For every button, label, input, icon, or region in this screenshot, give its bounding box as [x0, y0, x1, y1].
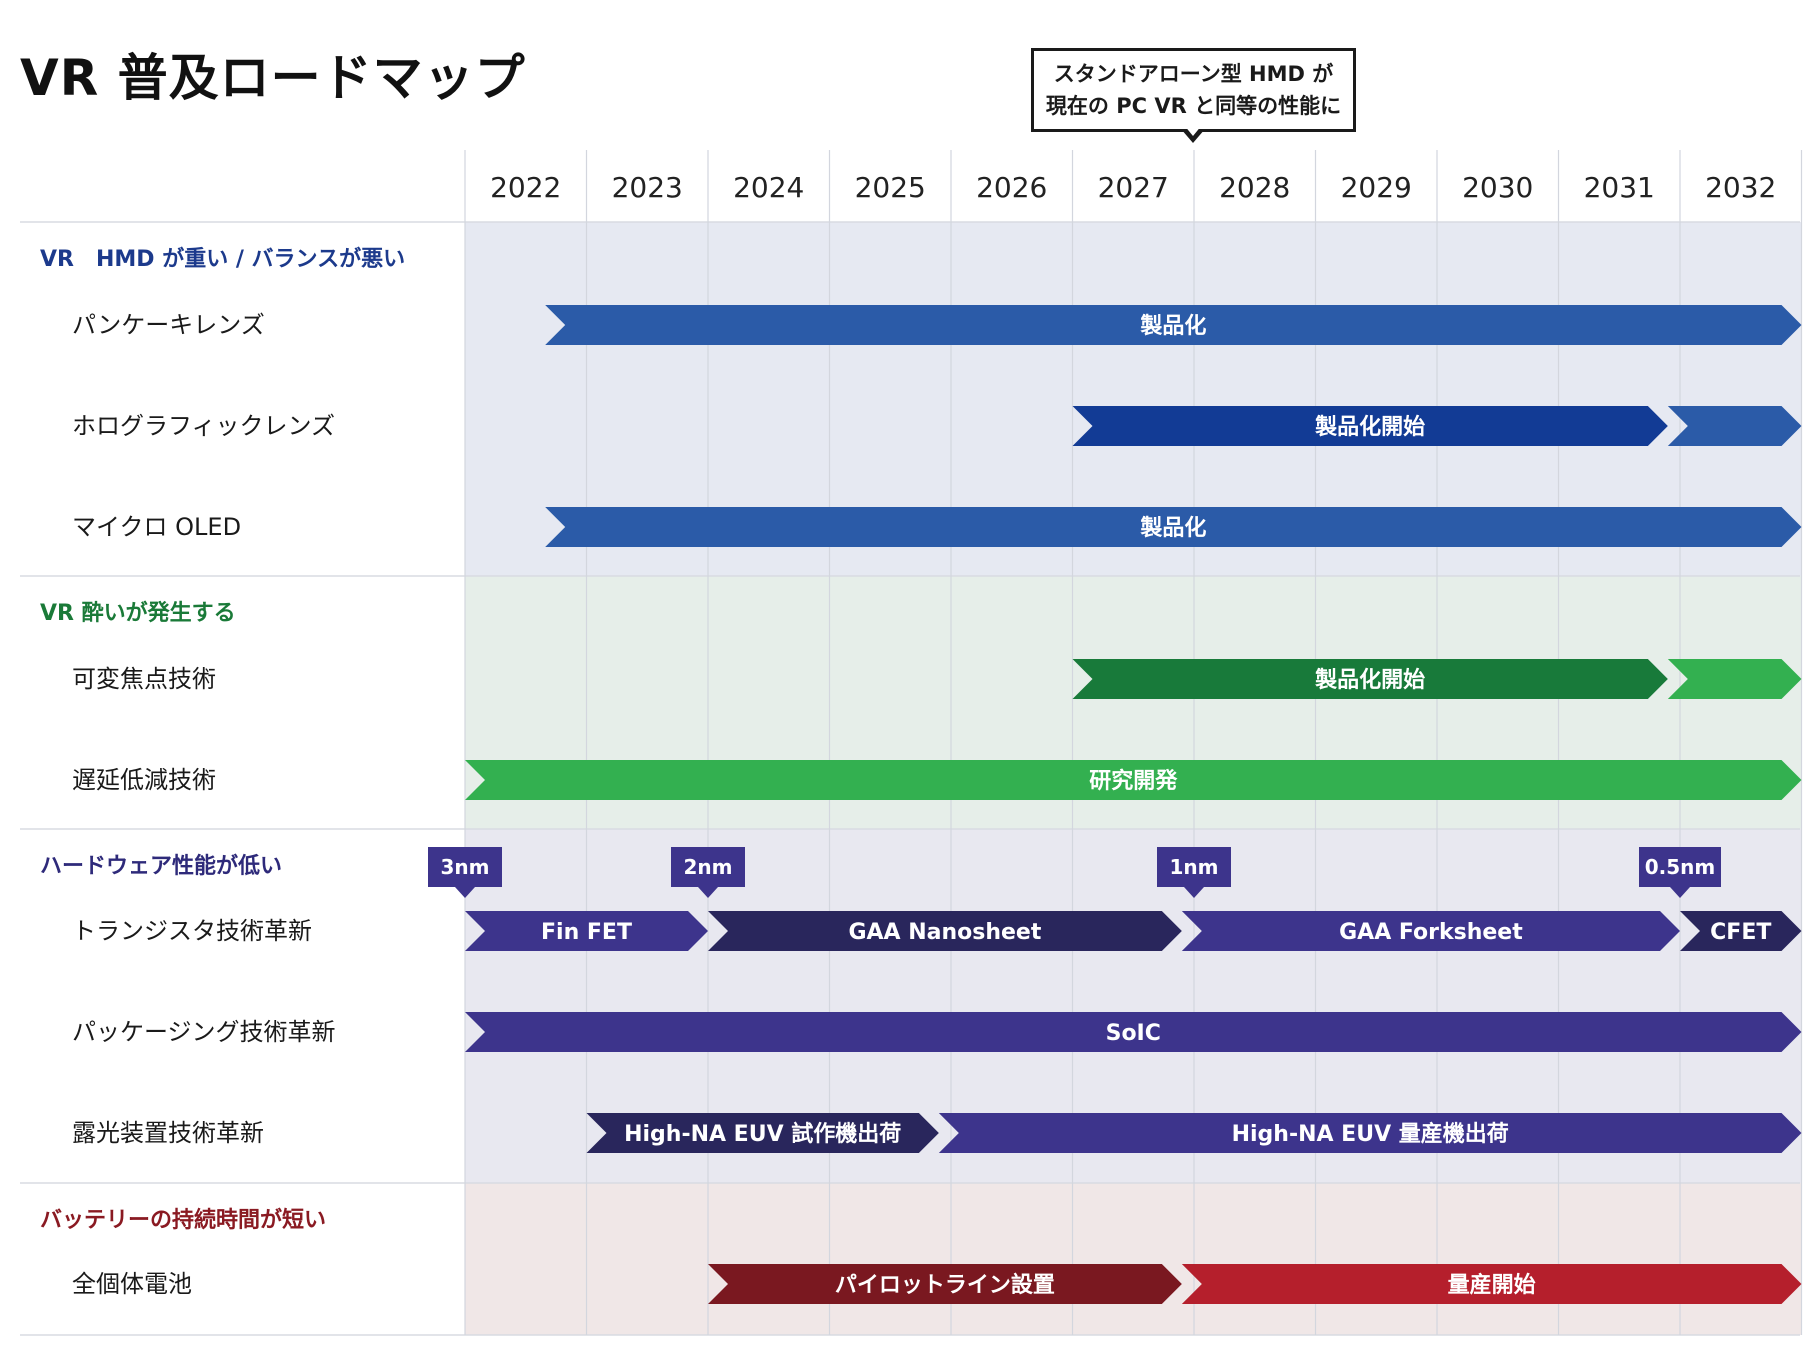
- row-label: 全個体電池: [72, 1270, 192, 1298]
- row-label: ホログラフィックレンズ: [72, 412, 335, 440]
- roadmap-bar: [708, 1264, 1182, 1304]
- group-background: [465, 1183, 1802, 1335]
- callout-line-2: 現在の PC VR と同等の性能に: [1045, 94, 1342, 118]
- roadmap-bar: [708, 911, 1182, 951]
- group-heading: ハードウェア性能が低い: [40, 853, 282, 879]
- year-label: 2024: [733, 171, 804, 204]
- milestone-callout: スタンドアローン型 HMD が 現在の PC VR と同等の性能に: [1031, 48, 1356, 132]
- bar-label: High-NA EUV 量産機出荷: [1232, 1121, 1509, 1147]
- bar-label: 製品化開始: [1314, 414, 1425, 440]
- roadmap-row: 全個体電池 パイロットライン設置 量産開始: [72, 1264, 1802, 1304]
- marker-label: 2nm: [684, 855, 733, 879]
- roadmap-bar: [1680, 911, 1802, 951]
- year-label: 2027: [1098, 171, 1169, 204]
- row-label: マイクロ OLED: [72, 513, 241, 541]
- roadmap-row: マイクロ OLED 製品化: [72, 507, 1802, 547]
- row-label: 露光装置技術革新: [72, 1119, 264, 1147]
- bar-label: High-NA EUV 試作機出荷: [624, 1121, 901, 1147]
- bar-label: 製品化開始: [1314, 667, 1425, 693]
- marker-pointer: [455, 887, 475, 898]
- year-label: 2028: [1219, 171, 1290, 204]
- roadmap-row: トランジスタ技術革新 Fin FET GAA Nanosheet GAA Forksh…: [72, 911, 1802, 951]
- marker-box: [671, 847, 745, 887]
- marker-pointer: [1184, 887, 1204, 898]
- roadmap-bar: [938, 1113, 1802, 1153]
- group-heading: VR 酔いが発生する: [40, 600, 236, 626]
- roadmap-bar: [545, 305, 1802, 345]
- roadmap-bar: [1181, 1264, 1802, 1304]
- bar-label: 量産開始: [1448, 1272, 1536, 1298]
- bar-label: Fin FET: [541, 920, 632, 945]
- roadmap-row: パンケーキレンズ 製品化: [72, 305, 1802, 345]
- roadmap-bar: [465, 1012, 1802, 1052]
- year-label: 2022: [490, 171, 561, 204]
- process-node-marker: 1nm: [1157, 847, 1231, 898]
- bar-label: 製品化: [1139, 313, 1206, 339]
- row-label: 遅延低減技術: [72, 766, 216, 794]
- roadmap-bar: [1072, 406, 1668, 446]
- group-heading: バッテリーの持続時間が短い: [40, 1207, 326, 1233]
- roadmap-bar: [1667, 406, 1802, 446]
- year-label: 2025: [855, 171, 926, 204]
- bar-label: 研究開発: [1089, 768, 1178, 794]
- roadmap-bar: [465, 911, 708, 951]
- bar-label: パイロットライン設置: [835, 1272, 1055, 1298]
- row-label: パッケージング技術革新: [72, 1018, 336, 1046]
- row-label: トランジスタ技術革新: [72, 917, 312, 945]
- row-label: パンケーキレンズ: [72, 311, 265, 339]
- roadmap-row: 露光装置技術革新 High-NA EUV 試作機出荷 High-NA EUV 量産機…: [72, 1113, 1802, 1153]
- roadmap-bar: [1181, 911, 1680, 951]
- roadmap-bar: [465, 760, 1802, 800]
- process-node-marker: 3nm: [428, 847, 502, 898]
- year-label: 2023: [612, 171, 683, 204]
- roadmap-bar: [586, 1113, 939, 1153]
- roadmap-bar: [545, 507, 1802, 547]
- roadmap-row: パッケージング技術革新 SoIC: [72, 1012, 1802, 1052]
- year-label: 2029: [1341, 171, 1412, 204]
- group-heading: VR HMD が重い / バランスが悪い: [40, 246, 405, 272]
- year-label: 2026: [976, 171, 1047, 204]
- roadmap-bar: [1072, 659, 1668, 699]
- marker-box: [1157, 847, 1231, 887]
- page-title: VR 普及ロードマップ: [20, 49, 526, 107]
- marker-pointer: [1670, 887, 1690, 898]
- callout-line-1: スタンドアローン型 HMD が: [1053, 62, 1334, 86]
- bar-label: 製品化: [1139, 515, 1206, 541]
- bar-label: SoIC: [1106, 1021, 1161, 1046]
- marker-label: 1nm: [1170, 855, 1219, 879]
- callout-pointer: [1181, 125, 1205, 143]
- process-node-marker: 2nm: [671, 847, 745, 898]
- roadmap-row: 可変焦点技術 製品化開始: [72, 659, 1802, 699]
- marker-box: [428, 847, 502, 887]
- year-label: 2032: [1705, 171, 1776, 204]
- marker-pointer: [698, 887, 718, 898]
- roadmap-row: ホログラフィックレンズ 製品化開始: [72, 406, 1802, 446]
- process-node-marker: 0.5nm: [1639, 847, 1721, 898]
- marker-label: 3nm: [441, 855, 490, 879]
- marker-box: [1639, 847, 1721, 887]
- year-label: 2030: [1462, 171, 1533, 204]
- bar-label: GAA Nanosheet: [848, 920, 1041, 945]
- bar-label: CFET: [1710, 920, 1771, 945]
- roadmap-bar: [1667, 659, 1802, 699]
- row-label: 可変焦点技術: [72, 665, 216, 693]
- year-label: 2031: [1584, 171, 1655, 204]
- roadmap-row: 遅延低減技術 研究開発: [72, 760, 1802, 800]
- bar-label: GAA Forksheet: [1339, 920, 1523, 945]
- marker-label: 0.5nm: [1645, 855, 1716, 879]
